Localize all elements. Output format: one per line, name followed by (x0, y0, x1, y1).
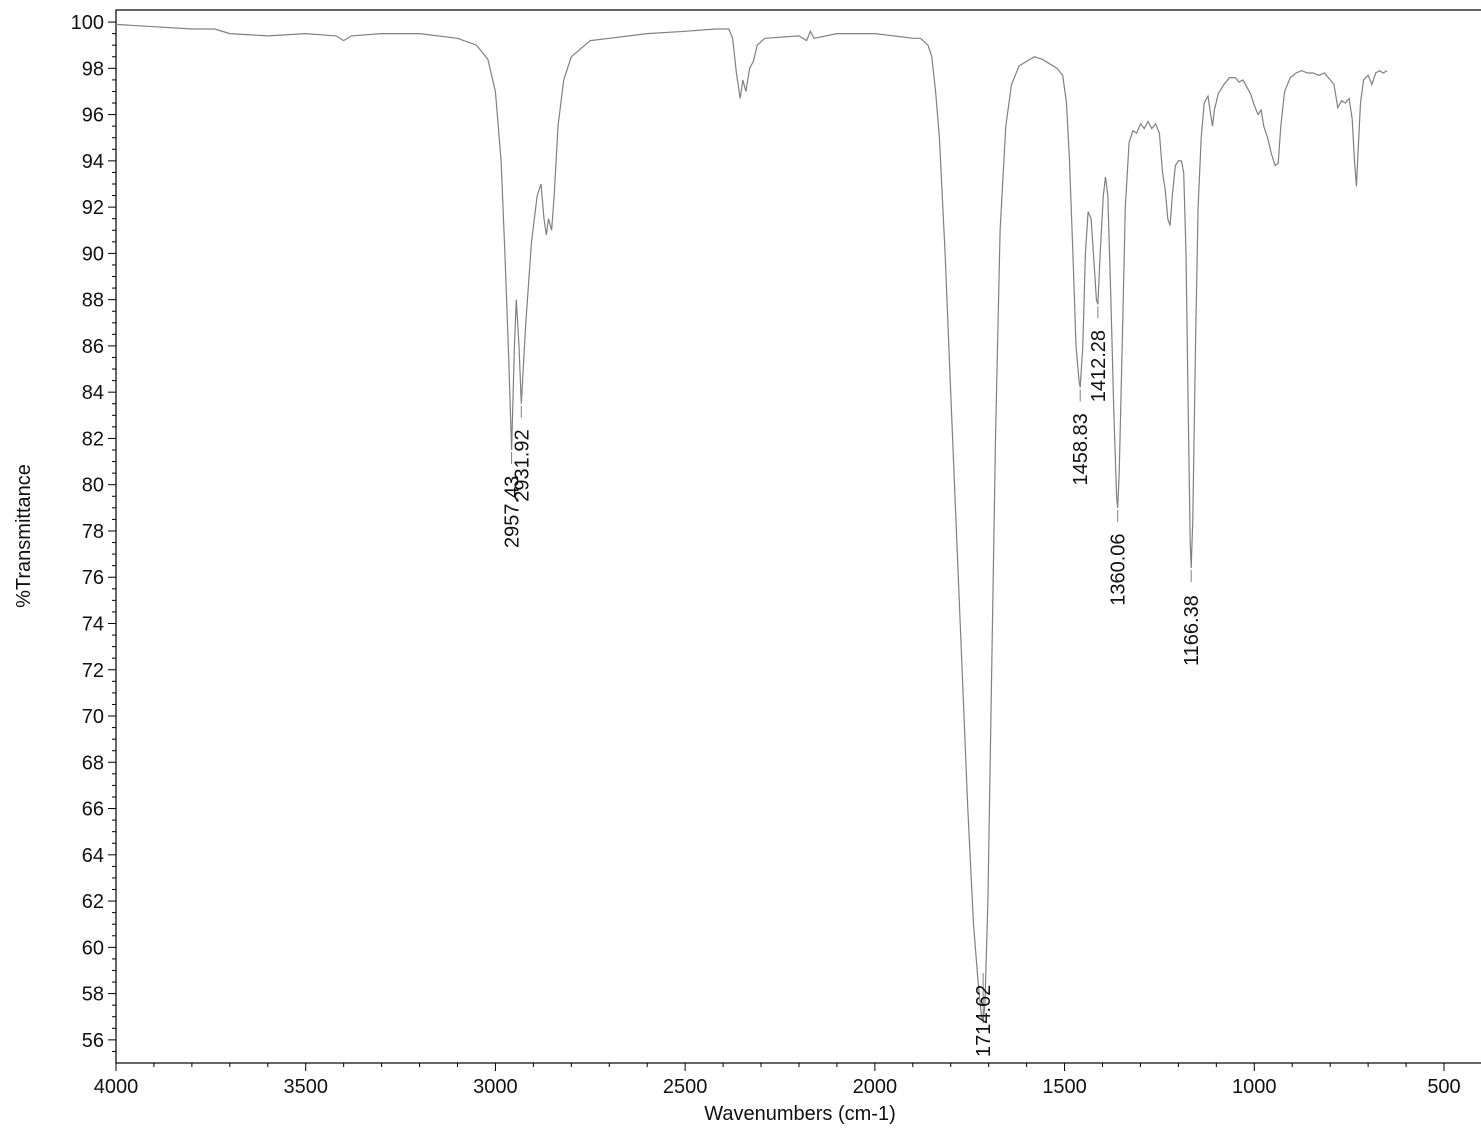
y-tick-label: 98 (82, 58, 104, 80)
x-tick-label: 3500 (283, 1076, 328, 1098)
y-tick-label: 100 (71, 12, 104, 34)
y-tick-label: 64 (82, 845, 104, 867)
y-tick-label: 88 (82, 290, 104, 312)
y-tick-label: 62 (82, 891, 104, 913)
y-tick-label: 66 (82, 799, 104, 821)
peak-label: 1458.83 (1070, 413, 1092, 485)
peak-label: 2957.43 (502, 476, 524, 548)
y-tick-label: 92 (82, 197, 104, 219)
y-tick-label: 76 (82, 567, 104, 589)
x-tick-label: 2500 (663, 1076, 708, 1098)
y-tick-label: 60 (82, 937, 104, 959)
y-tick-label: 72 (82, 660, 104, 682)
y-tick-label: 56 (82, 1030, 104, 1052)
x-tick-label: 3000 (473, 1076, 518, 1098)
y-tick-label: 80 (82, 475, 104, 497)
peak-label: 1412.28 (1088, 330, 1110, 402)
peak-label: 1360.06 (1108, 534, 1130, 606)
y-tick-label: 78 (82, 521, 104, 543)
x-tick-label: 4000 (94, 1076, 139, 1098)
y-tick-label: 70 (82, 706, 104, 728)
y-tick-label: 86 (82, 336, 104, 358)
spectrum-line (115, 23, 1388, 1022)
x-axis-title: Wavenumbers (cm-1) (704, 1103, 896, 1125)
y-tick-label: 90 (82, 243, 104, 265)
x-tick-label: 2000 (853, 1076, 898, 1098)
x-tick-label: 500 (1427, 1076, 1460, 1098)
y-tick-label: 74 (82, 613, 104, 635)
peak-label: 2931.92 (511, 429, 533, 501)
plot-frame (115, 9, 1481, 1064)
y-tick-label: 96 (82, 105, 104, 127)
y-tick-label: 84 (82, 382, 104, 404)
peak-label: 1714.62 (973, 985, 995, 1057)
x-axis: 4000 3500 3000 2500 2000 1500 1000 500 (94, 1063, 1461, 1098)
peak-label: 1166.38 (1181, 595, 1203, 666)
y-axis-title: %Transmittance (13, 464, 35, 608)
y-tick-label: 68 (82, 752, 104, 774)
y-tick-label: 82 (82, 428, 104, 450)
x-tick-label: 1000 (1232, 1076, 1277, 1098)
y-tick-label: 58 (82, 984, 104, 1006)
y-tick-label: 94 (82, 151, 104, 173)
y-axis: 56 58 60 62 64 66 68 70 72 74 76 78 80 82 84 86 88 90 92 94… (71, 12, 116, 1052)
x-tick-label: 1500 (1042, 1076, 1087, 1098)
